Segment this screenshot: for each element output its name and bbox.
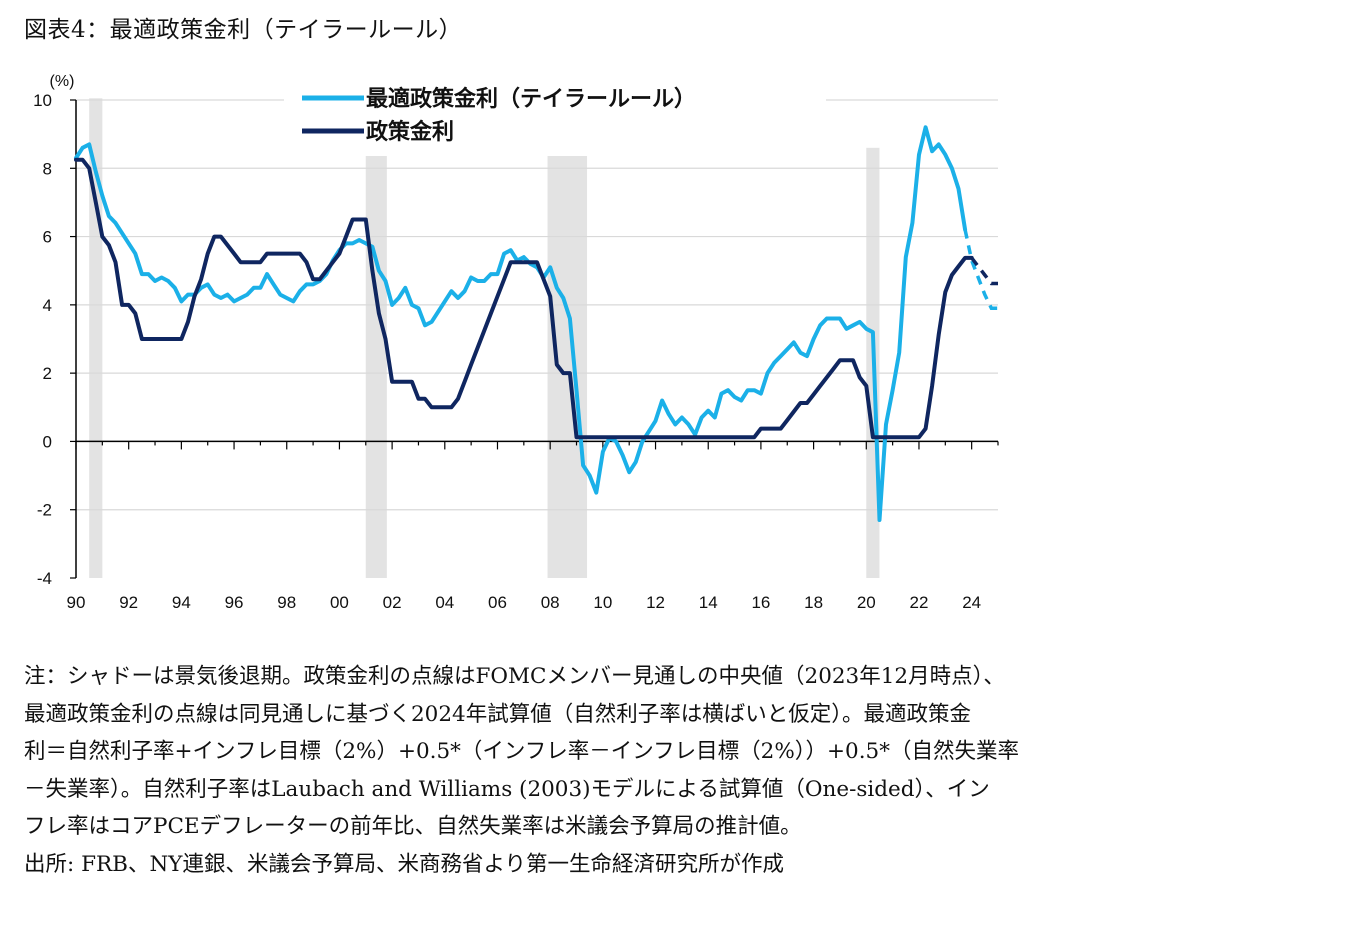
x-tick-label: 02 bbox=[383, 593, 402, 612]
y-axis-unit-label: (%) bbox=[50, 73, 75, 90]
x-tick-label: 10 bbox=[593, 593, 612, 612]
policy-rate-projection-line bbox=[970, 256, 998, 286]
note-line: 最適政策金利の点線は同見通しに基づく2024年試算値（自然利子率は横ばいと仮定）… bbox=[24, 701, 971, 727]
policy-rate-line bbox=[74, 157, 974, 440]
y-tick-label: -4 bbox=[37, 569, 52, 588]
y-tick-label: 8 bbox=[43, 159, 52, 178]
x-tick-label: 90 bbox=[67, 593, 86, 612]
x-tick-label: 22 bbox=[910, 593, 929, 612]
x-tick-label: 18 bbox=[804, 593, 823, 612]
recession-band bbox=[365, 147, 387, 579]
note-line: 利＝自然利子率+インフレ目標（2%）+0.5*（インフレ率－インフレ目標（2%）… bbox=[24, 739, 1019, 764]
x-tick-label: 06 bbox=[488, 593, 507, 612]
y-tick-label: 2 bbox=[43, 364, 52, 383]
x-tick-label: 20 bbox=[857, 593, 876, 612]
x-tick-label: 92 bbox=[119, 593, 138, 612]
x-tick-label: 24 bbox=[962, 593, 981, 612]
note-line: －失業率）。自然利子率はLaubach and Williams (2003)モ… bbox=[24, 776, 990, 802]
note-line: 注：シャドーは景気後退期。政策金利の点線はFOMCメンバー見通しの中央値（202… bbox=[24, 664, 1005, 689]
y-tick-label: 4 bbox=[43, 296, 52, 315]
x-tick-label: 98 bbox=[277, 593, 296, 612]
y-tick-label: 0 bbox=[43, 432, 52, 451]
x-tick-label: 12 bbox=[646, 593, 665, 612]
note-line: フレ率はコアPCEデフレーターの前年比、自然失業率は米議会予算局の推計値。 bbox=[24, 814, 802, 839]
taylor-rule-projection-line bbox=[963, 229, 998, 311]
x-tick-label: 00 bbox=[330, 593, 349, 612]
legend-label: 最適政策金利（テイラールール） bbox=[366, 86, 696, 111]
series-lines bbox=[74, 125, 998, 522]
x-tick-label: 16 bbox=[751, 593, 770, 612]
x-tick-label: 96 bbox=[225, 593, 244, 612]
legend-label: 政策金利 bbox=[366, 119, 454, 144]
y-tick-label: 6 bbox=[43, 228, 52, 247]
gridlines bbox=[76, 99, 998, 511]
recession-shading bbox=[89, 98, 880, 579]
y-tick-label: 10 bbox=[33, 91, 52, 110]
notes: 注：シャドーは景気後退期。政策金利の点線はFOMCメンバー見通しの中央値（202… bbox=[24, 658, 1324, 883]
x-tick-label: 94 bbox=[172, 593, 191, 612]
taylor-rule-line bbox=[74, 125, 968, 522]
x-tick-label: 14 bbox=[699, 593, 718, 612]
legend-box bbox=[284, 78, 826, 156]
recession-band bbox=[547, 147, 588, 579]
legend: 最適政策金利（テイラールール） 政策金利 bbox=[284, 78, 826, 156]
x-tick-label: 08 bbox=[541, 593, 560, 612]
source-line: 出所: FRB、NY連銀、米議会予算局、米商務省より第一生命経済研究所が作成 bbox=[24, 851, 785, 877]
x-tick-label: 04 bbox=[435, 593, 454, 612]
y-tick-label: -2 bbox=[37, 501, 52, 520]
figure-title: 図表4：最適政策金利（テイラールール） bbox=[24, 17, 463, 43]
